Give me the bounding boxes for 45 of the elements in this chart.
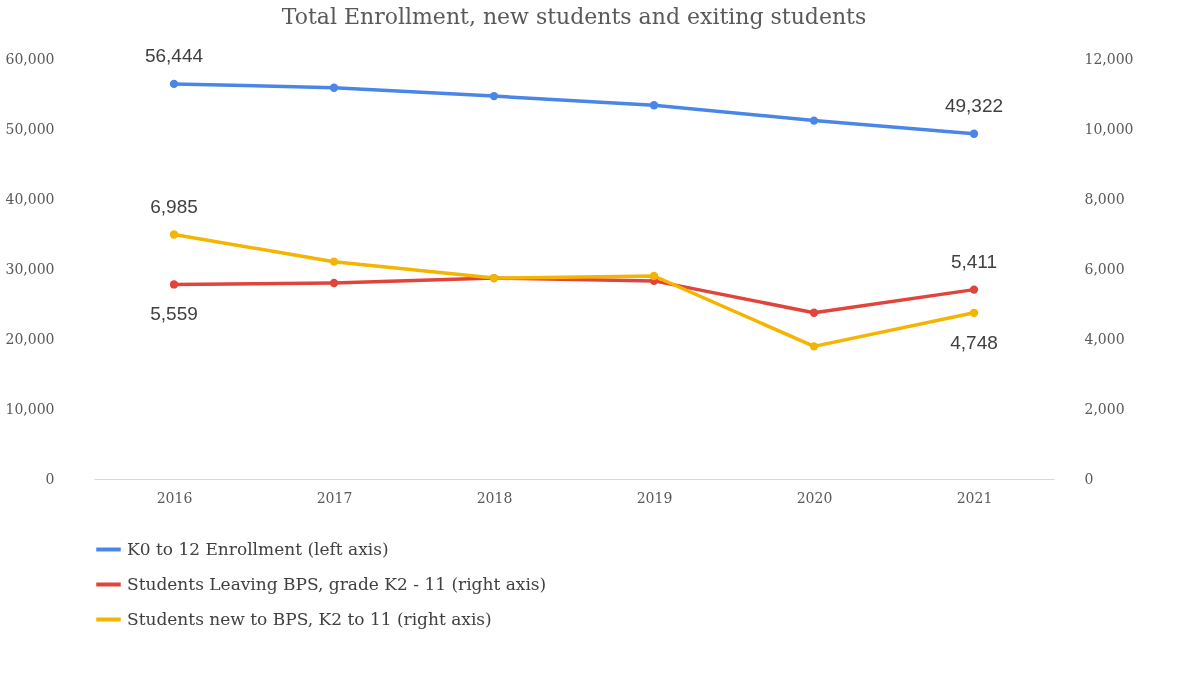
point [329, 257, 339, 266]
y-tick-label: 20,000 [5, 330, 55, 347]
point [329, 278, 339, 288]
x-tick-label: 2021 [956, 489, 993, 506]
point [489, 91, 499, 101]
y2-tick-label: 12,000 [1084, 50, 1134, 67]
y2-tick-label: 2,000 [1084, 400, 1125, 417]
y2-tick-label: 4,000 [1084, 330, 1125, 347]
point [809, 342, 819, 351]
y2-tick-label: 0 [1084, 470, 1094, 487]
data-label: 49,322 [944, 94, 1004, 116]
point [809, 308, 819, 317]
y-tick-label: 0 [45, 470, 55, 487]
point [969, 308, 979, 317]
chart-title: Total Enrollment, new students and exiting students [281, 3, 867, 29]
y2-tick-label: 10,000 [1084, 120, 1134, 137]
point [169, 79, 179, 89]
point [649, 271, 659, 281]
y-tick-label: 60,000 [5, 50, 55, 67]
data-label: 56,444 [144, 44, 204, 66]
y-tick-label: 30,000 [5, 260, 55, 277]
x-tick-label: 2017 [316, 489, 353, 506]
x-tick-label: 2016 [156, 489, 193, 506]
point [169, 230, 179, 239]
point [329, 83, 339, 92]
legend-label: Students new to BPS, K2 to 11 (right axis) [127, 608, 492, 629]
y-tick-label: 40,000 [5, 190, 55, 207]
y2-tick-label: 6,000 [1084, 260, 1125, 277]
x-tick-label: 2020 [796, 489, 833, 506]
point [649, 101, 659, 110]
legend-label: Students Leaving BPS, grade K2 - 11 (right axis) [127, 573, 547, 594]
y-tick-label: 50,000 [5, 120, 55, 137]
y2-tick-label: 8,000 [1084, 190, 1125, 207]
data-label: 6,985 [150, 195, 198, 217]
point [169, 280, 179, 289]
point [809, 116, 819, 125]
legend-label: K0 to 12 Enrollment (left axis) [127, 538, 389, 559]
x-tick-label: 2019 [636, 489, 673, 506]
data-label: 5,411 [950, 250, 998, 272]
y-tick-label: 10,000 [5, 400, 55, 417]
x-tick-label: 2018 [476, 489, 513, 506]
data-label: 5,559 [150, 303, 198, 325]
point [969, 129, 979, 138]
point [969, 285, 979, 294]
data-label: 4,748 [950, 331, 998, 353]
